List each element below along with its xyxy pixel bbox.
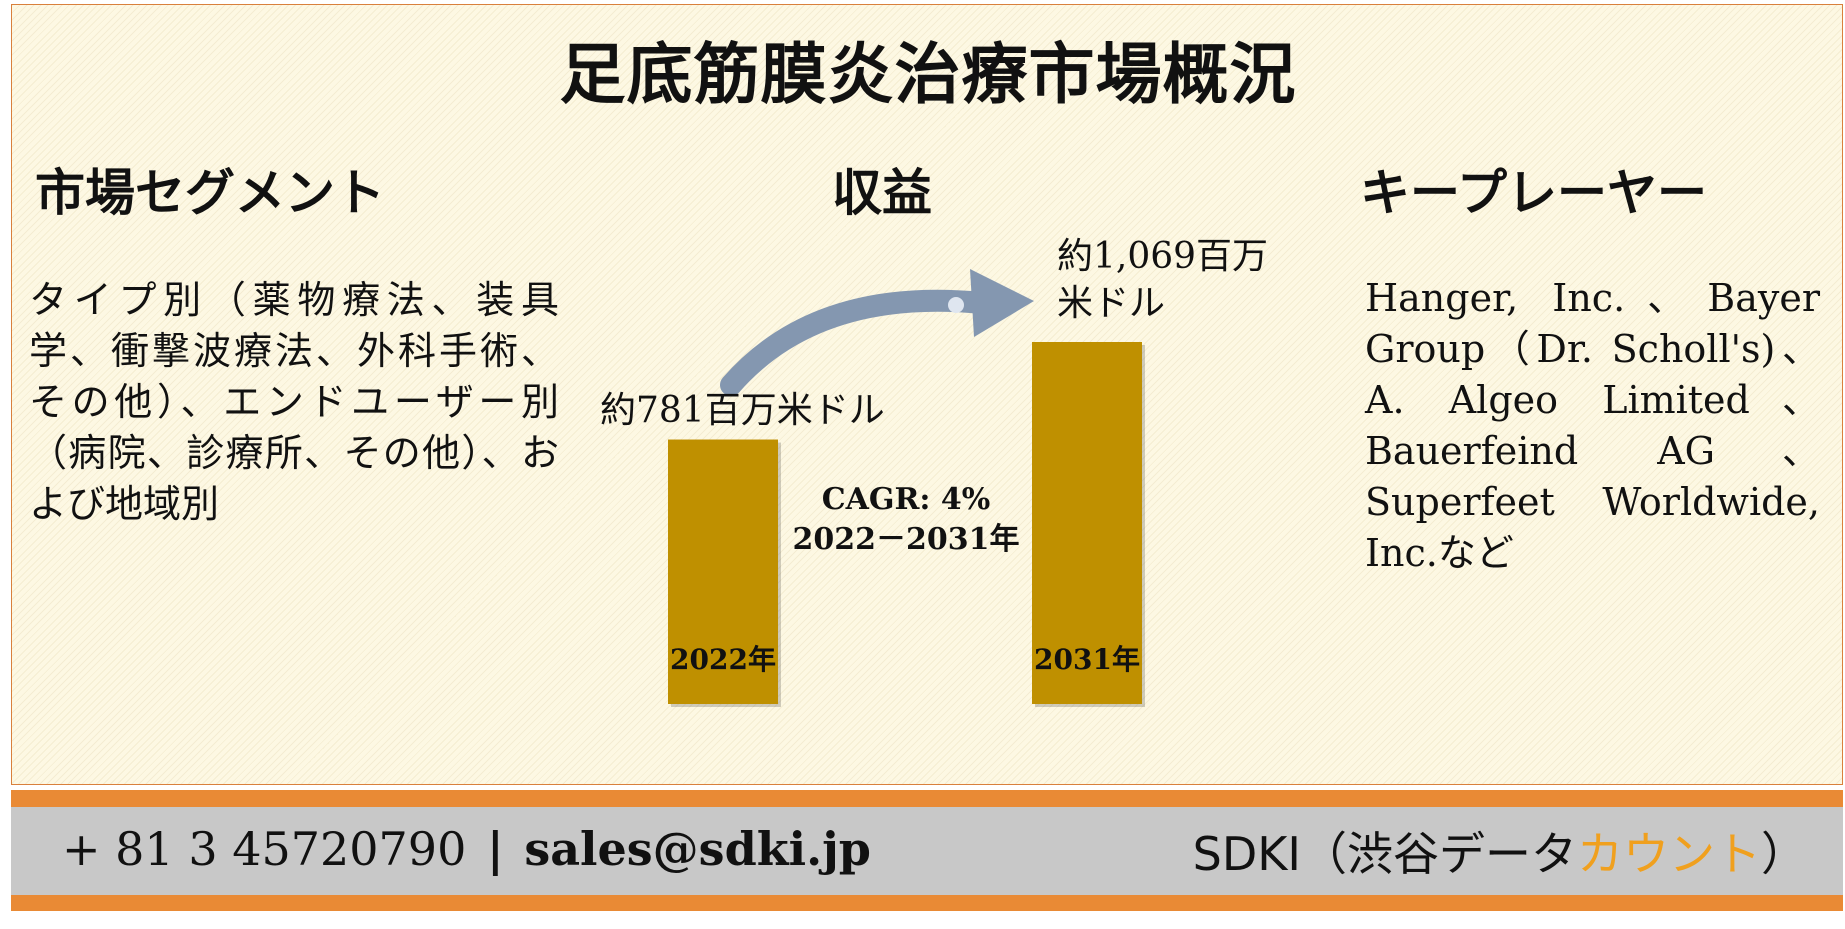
company-accent: カウント bbox=[1577, 827, 1761, 881]
category-label-0: 2022年 bbox=[670, 643, 776, 676]
footer-bar bbox=[11, 807, 1843, 895]
segment-heading: 市場セグメント bbox=[35, 163, 385, 222]
value-label-0: 約781百万米ドル bbox=[600, 390, 885, 431]
revenue-heading: 収益 bbox=[832, 163, 932, 222]
arrow-highlight bbox=[948, 297, 964, 313]
page-title: 足底筋膜炎治療市場概況 bbox=[559, 35, 1297, 113]
cagr-period-label: 2022－2031年 bbox=[793, 522, 1020, 557]
growth-arrow bbox=[720, 289, 993, 396]
company-name: SDKI（渋谷データカウント） bbox=[1193, 818, 1807, 884]
cagr-label: CAGR: 4% bbox=[822, 482, 991, 517]
bar-0 bbox=[668, 439, 778, 704]
footer-top-band bbox=[11, 790, 1843, 807]
value-label-1-line2: 米ドル bbox=[1057, 283, 1165, 324]
key-players-heading: キープレーヤー bbox=[1360, 163, 1707, 222]
bar-1 bbox=[1032, 342, 1142, 704]
phone-number: + 81 3 45720790 bbox=[62, 822, 467, 876]
separator: | bbox=[486, 822, 504, 876]
company-suffix: ） bbox=[1761, 827, 1807, 881]
email-link[interactable]: sales@sdki.jp bbox=[524, 822, 871, 876]
value-label-1-line1: 約1,069百万 bbox=[1057, 236, 1268, 277]
key-players-list: Hanger, Inc.、Bayer Group（Dr. Scholl's)、A… bbox=[1365, 276, 1820, 575]
growth-arrow-head bbox=[970, 269, 1034, 337]
footer-bottom-band bbox=[11, 895, 1843, 911]
contact-info: + 81 3 45720790 | sales@sdki.jp bbox=[62, 822, 871, 876]
category-label-1: 2031年 bbox=[1034, 643, 1140, 676]
company-prefix: SDKI（渋谷データ bbox=[1192, 827, 1577, 881]
segment-description: タイプ別（薬物療法、装具学、衝撃波療法、外科手術、その他）、エンドユーザー別（病… bbox=[29, 278, 559, 526]
overview-panel: 足底筋膜炎治療市場概況 市場セグメント 収益 キープレーヤー タイプ別（薬物療法… bbox=[11, 4, 1843, 785]
